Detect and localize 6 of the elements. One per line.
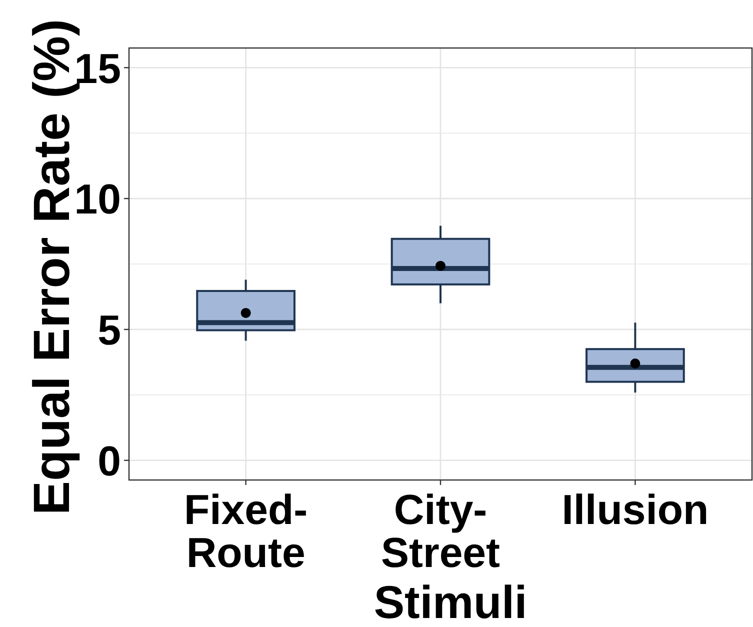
x-tick-label: City- Street: [380, 486, 500, 576]
x-tick-label: Illusion: [562, 486, 709, 533]
x-tick-label: Fixed- Route: [184, 486, 308, 576]
y-tick-label: 0: [98, 437, 121, 484]
x-axis-title: Stimuli: [374, 576, 528, 627]
y-tick-label: 5: [98, 306, 121, 354]
